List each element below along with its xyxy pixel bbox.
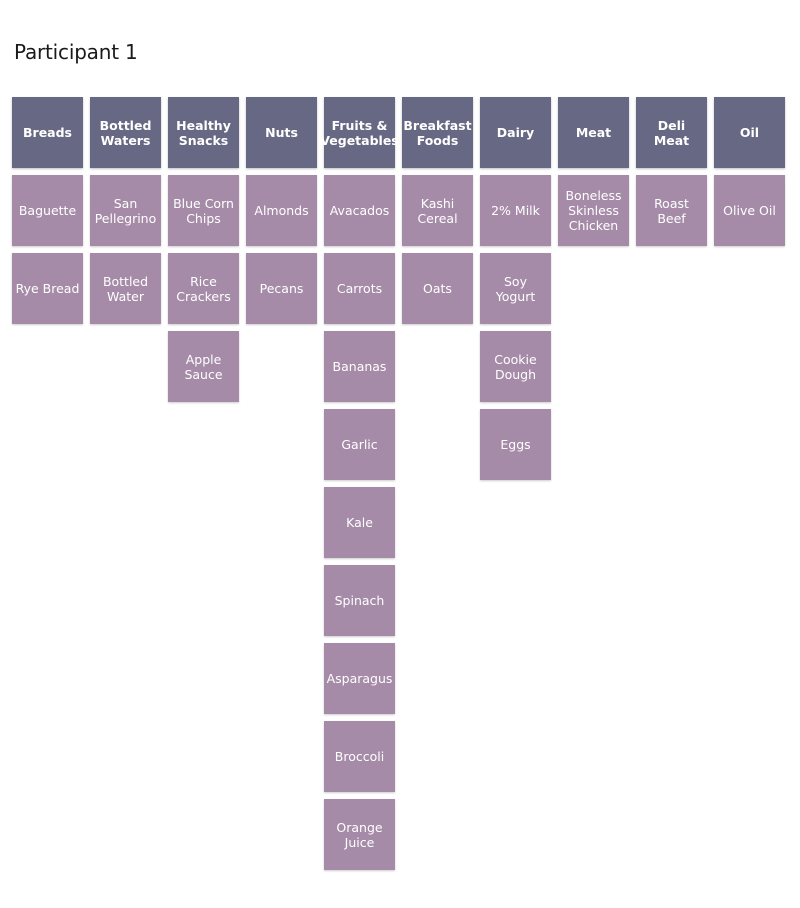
- item-card[interactable]: Apple Sauce: [168, 331, 239, 402]
- category-header-card[interactable]: Dairy: [480, 97, 551, 168]
- item-card[interactable]: Rice Crackers: [168, 253, 239, 324]
- item-card[interactable]: Kale: [324, 487, 395, 558]
- item-card[interactable]: Asparagus: [324, 643, 395, 714]
- item-card[interactable]: Orange Juice: [324, 799, 395, 870]
- category-header-card[interactable]: Bottled Waters: [90, 97, 161, 168]
- item-card[interactable]: San Pellegrino: [90, 175, 161, 246]
- category-header-card[interactable]: Breads: [12, 97, 83, 168]
- item-card[interactable]: Olive Oil: [714, 175, 785, 246]
- item-card[interactable]: Carrots: [324, 253, 395, 324]
- item-card[interactable]: Oats: [402, 253, 473, 324]
- item-card[interactable]: 2% Milk: [480, 175, 551, 246]
- item-card[interactable]: Cookie Dough: [480, 331, 551, 402]
- category-header-card[interactable]: Oil: [714, 97, 785, 168]
- category-header-card[interactable]: Nuts: [246, 97, 317, 168]
- category-header-card[interactable]: Fruits & Vegetables: [320, 97, 399, 168]
- item-card[interactable]: Baguette: [12, 175, 83, 246]
- item-card[interactable]: Spinach: [324, 565, 395, 636]
- category-header-card[interactable]: Meat: [558, 97, 629, 168]
- item-card[interactable]: Pecans: [246, 253, 317, 324]
- item-card[interactable]: Blue Corn Chips: [168, 175, 239, 246]
- category-header-card[interactable]: Healthy Snacks: [168, 97, 239, 168]
- item-card[interactable]: Roast Beef: [636, 175, 707, 246]
- item-card[interactable]: Eggs: [480, 409, 551, 480]
- item-card[interactable]: Soy Yogurt: [480, 253, 551, 324]
- item-card[interactable]: Boneless Skinless Chicken: [558, 175, 629, 246]
- item-card[interactable]: Bananas: [324, 331, 395, 402]
- item-card[interactable]: Broccoli: [324, 721, 395, 792]
- item-card[interactable]: Almonds: [246, 175, 317, 246]
- category-header-card[interactable]: Breakfast Foods: [402, 97, 473, 168]
- item-card[interactable]: Avacados: [324, 175, 395, 246]
- item-card[interactable]: Garlic: [324, 409, 395, 480]
- item-card[interactable]: Rye Bread: [12, 253, 83, 324]
- category-header-card[interactable]: Deli Meat: [636, 97, 707, 168]
- page-title: Participant 1: [14, 40, 138, 64]
- item-card[interactable]: Kashi Cereal: [402, 175, 473, 246]
- item-card[interactable]: Bottled Water: [90, 253, 161, 324]
